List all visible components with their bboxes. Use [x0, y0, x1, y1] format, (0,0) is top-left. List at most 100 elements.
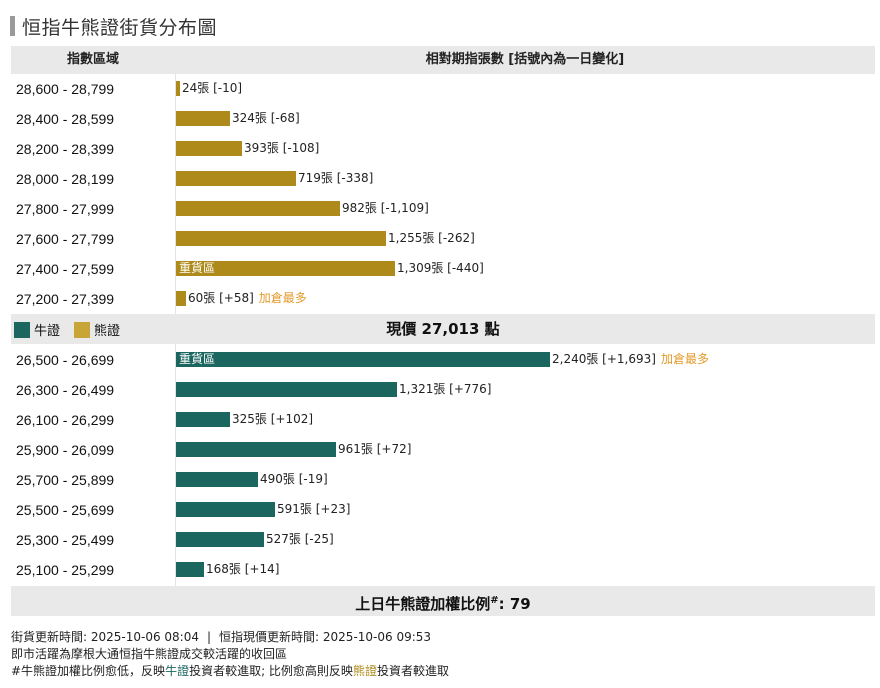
header-range-column: 指數區域 [66, 52, 119, 67]
bear-value-label: 393張 [-108] [244, 141, 319, 156]
bull-value-label: 527張 [-25] [266, 532, 334, 547]
current-price-row: 牛證 熊證 現價 27,013 點 [11, 314, 875, 344]
bull-value-text: 325張 [+102] [232, 412, 314, 426]
bull-row: 25,700 - 25,899 490張 [-19] [11, 465, 875, 495]
bear-bar [176, 201, 340, 216]
legend-bull-swatch [14, 321, 30, 338]
bull-value-label: 325張 [+102] [232, 412, 313, 427]
bear-bar [176, 171, 296, 186]
ratio-value: : 79 [498, 595, 531, 613]
bear-value-text: 1,255張 [-262] [388, 231, 475, 245]
bull-range-label: 26,300 - 26,499 [16, 382, 115, 398]
bull-range-label: 25,500 - 25,699 [16, 502, 115, 518]
bear-row: 27,200 - 27,399 60張 [+58] 加倉最多 [11, 284, 875, 314]
bull-bar [176, 562, 204, 577]
bull-range-label: 26,500 - 26,699 [16, 352, 115, 368]
bear-row: 28,600 - 28,799 24張 [-10] [11, 74, 875, 104]
bear-row: 27,800 - 27,999 982張 [-1,109] [11, 194, 875, 224]
bear-value-label: 719張 [-338] [298, 171, 373, 186]
bear-bar: 重貨區 [176, 261, 395, 276]
bull-value-text: 527張 [-25] [266, 532, 334, 546]
bear-range-label: 28,400 - 28,599 [16, 111, 115, 127]
title-block: 恒指牛熊證街貨分布圖 [10, 14, 218, 39]
bull-value-label: 961張 [+72] [338, 442, 411, 457]
bull-bar: 重貨區 [176, 352, 550, 367]
legend-bull-label: 牛證 [34, 324, 61, 339]
bear-value-label: 60張 [+58] 加倉最多 [188, 291, 307, 306]
bull-range-label: 26,100 - 26,299 [16, 412, 115, 428]
bear-bar [176, 231, 386, 246]
legend-bear-swatch [74, 321, 91, 338]
bull-range-label: 25,900 - 26,099 [16, 442, 115, 458]
bear-value-text: 324張 [-68] [232, 111, 300, 125]
bull-row: 26,300 - 26,499 1,321張 [+776] [11, 375, 875, 405]
bear-row: 28,400 - 28,599 324張 [-68] [11, 104, 875, 134]
bear-row: 27,400 - 27,599 重貨區 1,309張 [-440] [11, 254, 875, 284]
bull-range-label: 25,700 - 25,899 [16, 472, 115, 488]
title-accent-bar [10, 16, 15, 36]
bull-value-text: 1,321張 [+776] [399, 382, 492, 396]
bull-row: 26,100 - 26,299 325張 [+102] [11, 405, 875, 435]
legend: 牛證 熊證 [14, 320, 120, 339]
bear-value-text: 1,309張 [-440] [397, 261, 484, 275]
bull-row: 25,900 - 26,099 961張 [+72] [11, 435, 875, 465]
bull-value-label: 490張 [-19] [260, 472, 328, 487]
bull-bar [176, 502, 275, 517]
price-update-time: 恒指現價更新時間: 2025-10-06 09:53 [219, 630, 432, 644]
page-title: 恒指牛熊證街貨分布圖 [22, 16, 218, 39]
bull-row: 25,300 - 25,499 527張 [-25] [11, 525, 875, 555]
bull-value-text: 168張 [+14] [206, 562, 280, 576]
bull-row: 25,500 - 25,699 591張 [+23] [11, 495, 875, 525]
bull-value-text: 2,240張 [+1,693] [552, 352, 656, 366]
bear-value-label: 1,309張 [-440] [397, 261, 484, 276]
heavy-zone-label: 重貨區 [179, 261, 216, 275]
bull-range-label: 25,300 - 25,499 [16, 532, 115, 548]
bear-value-text: 24張 [-10] [182, 81, 243, 95]
bear-range-label: 27,200 - 27,399 [16, 291, 115, 307]
bull-value-text: 490張 [-19] [260, 472, 328, 486]
bull-range-label: 25,100 - 25,299 [16, 562, 115, 578]
bear-range-label: 27,600 - 27,799 [16, 231, 115, 247]
bear-bar [176, 141, 242, 156]
footnote-bull-word: 牛證 [165, 664, 190, 678]
bull-bar [176, 382, 397, 397]
footnote-bear-word: 熊證 [352, 664, 377, 678]
bull-value-text: 591張 [+23] [277, 502, 351, 516]
bear-value-text: 982張 [-1,109] [342, 201, 429, 215]
top-add-note: 加倉最多 [258, 291, 307, 305]
bull-value-label: 168張 [+14] [206, 562, 279, 577]
bull-value-label: 2,240張 [+1,693] 加倉最多 [552, 352, 709, 367]
bull-value-text: 961張 [+72] [338, 442, 412, 456]
bear-bar [176, 81, 180, 96]
bear-bar [176, 111, 230, 126]
bear-value-label: 1,255張 [-262] [388, 231, 475, 246]
holdings-update-time: 街貨更新時間: 2025-10-06 08:04 [11, 630, 199, 644]
current-price: 現價 27,013 點 [386, 320, 500, 338]
bear-range-label: 27,400 - 27,599 [16, 261, 115, 277]
bear-row: 28,000 - 28,199 719張 [-338] [11, 164, 875, 194]
bull-row: 26,500 - 26,699 重貨區 2,240張 [+1,693] 加倉最多 [11, 345, 875, 375]
bear-value-text: 719張 [-338] [298, 171, 374, 185]
bear-value-text: 60張 [+58] [188, 291, 254, 305]
bear-axis-line [175, 74, 176, 314]
bear-value-text: 393張 [-108] [244, 141, 320, 155]
bull-axis-line [175, 344, 176, 586]
time-separator: | [207, 630, 212, 644]
footnote-active: 即市活躍為摩根大通恒指牛熊證成交較活躍的收回區 [11, 647, 288, 661]
footnote-ratio-mid: 投資者較進取; 比例愈高則反映 [189, 664, 353, 678]
cbbc-distribution-table: 指數區域 相對期指張數 [括號內為一日變化] 牛證 熊證 現價 27,013 點… [11, 46, 875, 616]
bull-bar [176, 442, 336, 457]
bear-value-label: 982張 [-1,109] [342, 201, 429, 216]
bear-value-label: 324張 [-68] [232, 111, 300, 126]
table-header: 指數區域 相對期指張數 [括號內為一日變化] [11, 46, 875, 74]
bull-bar [176, 472, 258, 487]
footnote-ratio: #牛熊證加權比例愈低，反映牛證投資者較進取; 比例愈高則反映熊證投資者較進取 [11, 662, 449, 679]
heavy-zone-label: 重貨區 [179, 352, 216, 366]
footnote-ratio-prefix: #牛熊證加權比例愈低，反映 [11, 664, 166, 678]
top-add-note: 加倉最多 [660, 352, 709, 366]
ratio-marker: # [490, 595, 499, 606]
bull-bar [176, 532, 264, 547]
bull-row: 25,100 - 25,299 168張 [+14] [11, 555, 875, 585]
bear-row: 27,600 - 27,799 1,255張 [-262] [11, 224, 875, 254]
bear-range-label: 28,000 - 28,199 [16, 171, 115, 187]
